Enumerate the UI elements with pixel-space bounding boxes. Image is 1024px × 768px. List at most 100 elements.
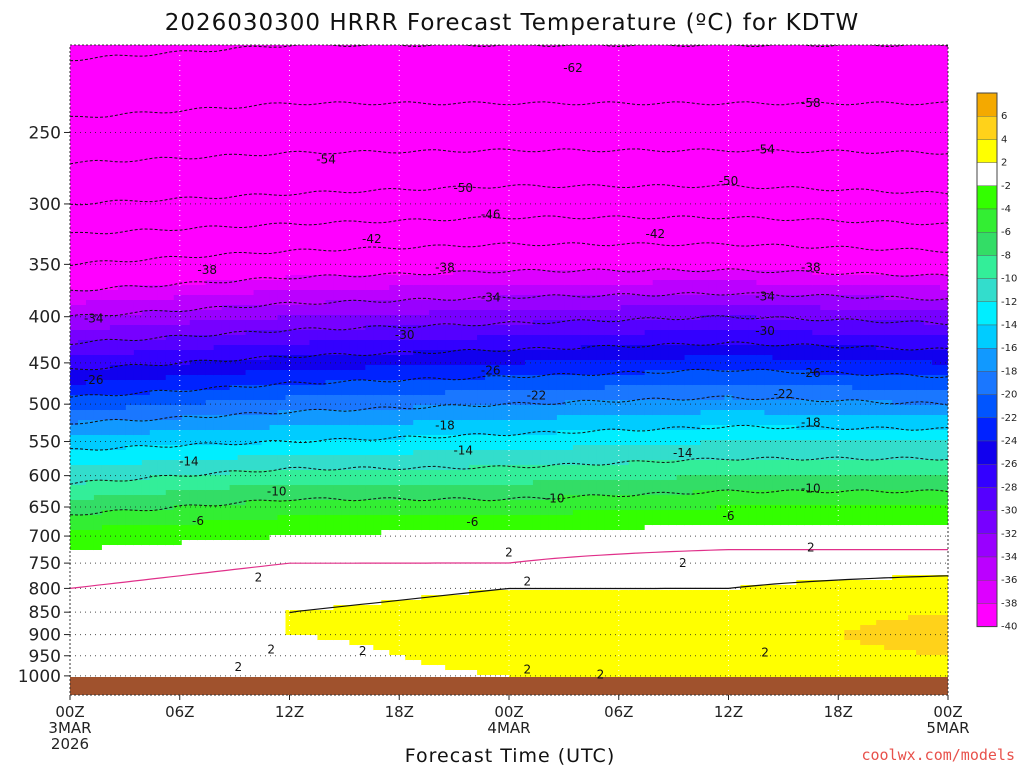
colorbar-swatch bbox=[976, 115, 998, 140]
x-tick-label: 2026 bbox=[51, 735, 89, 753]
contour-label-text: -30 bbox=[755, 324, 775, 338]
contour-label-text: -38 bbox=[435, 261, 455, 275]
ground-surface bbox=[70, 677, 948, 695]
contour-label-text: -14 bbox=[179, 455, 199, 469]
contour-label: -22 bbox=[774, 387, 794, 401]
isotherm-line bbox=[70, 456, 948, 485]
colorbar-swatch bbox=[976, 580, 998, 604]
colorbar-swatch bbox=[976, 255, 998, 279]
colorbar-label: -18 bbox=[1001, 366, 1017, 377]
colorbar-label: 6 bbox=[1001, 111, 1007, 122]
colorbar-swatch bbox=[976, 440, 998, 465]
contour-label: -54 bbox=[316, 153, 336, 167]
contour-label-text: -62 bbox=[563, 61, 583, 75]
y-tick-label: 350 bbox=[29, 255, 61, 275]
colorbar-label: -24 bbox=[1001, 436, 1017, 447]
y-tick-label: 650 bbox=[29, 498, 61, 518]
colorbar-swatch bbox=[976, 556, 998, 581]
colorbar-label: -22 bbox=[1001, 413, 1017, 424]
contour-label: -38 bbox=[197, 263, 217, 277]
contour-label-text: 2 bbox=[597, 667, 605, 681]
contour-label-text: -10 bbox=[801, 481, 821, 495]
contour-label-text: 2 bbox=[267, 643, 275, 657]
colorbar-swatch bbox=[976, 92, 998, 117]
y-tick-label: 600 bbox=[29, 467, 61, 487]
colorbar-swatch bbox=[976, 324, 998, 349]
contour-labels: -62-58-54-54-50 -50-46-42 -42-38 -38 -38-34-… bbox=[84, 61, 821, 681]
contour-label: -18 bbox=[801, 416, 821, 430]
contour-label: 2 bbox=[359, 644, 367, 658]
contour-label: 2 bbox=[679, 556, 687, 570]
x-tick-label: 00Z bbox=[494, 703, 523, 721]
contour-label-text: -34 bbox=[755, 290, 775, 304]
chart-title: 2026030300 HRRR Forecast Temperature (ºC… bbox=[165, 10, 860, 36]
contour-label: -14 bbox=[453, 444, 473, 458]
colorbar-swatch bbox=[976, 301, 998, 326]
y-tick-label: 450 bbox=[29, 354, 61, 374]
isotherm-line bbox=[70, 395, 948, 425]
contour-label-text: -50 bbox=[453, 181, 473, 195]
colorbar-label: -4 bbox=[1001, 204, 1011, 215]
y-tick-label: 700 bbox=[29, 527, 61, 547]
y-tick-label: 300 bbox=[29, 195, 61, 215]
x-tick-label: 06Z bbox=[165, 703, 194, 721]
contour-label: -6 bbox=[723, 509, 735, 523]
y-tick-label: 250 bbox=[29, 123, 61, 143]
colorbar-label: -14 bbox=[1001, 320, 1017, 331]
isotherm-line bbox=[70, 215, 948, 235]
contour-label: -34 bbox=[481, 291, 501, 305]
colorbar-swatch bbox=[976, 603, 998, 627]
colorbar-label: -12 bbox=[1001, 297, 1017, 308]
colorbar-swatch bbox=[976, 185, 998, 210]
x-tick-label: 18Z bbox=[824, 703, 853, 721]
colorbar-label: 4 bbox=[1001, 134, 1007, 145]
contour-label: 2 bbox=[597, 667, 605, 681]
x-tick-label: 5MAR bbox=[926, 719, 969, 737]
contour-label-text: 2 bbox=[679, 556, 687, 570]
colorbar: 6 4 2 -2 -4 -6 -8 -10 -12 -14 -16 -18 -20 -22 -24 -26 -2… bbox=[976, 92, 1017, 633]
contour-label: -58 bbox=[801, 96, 821, 110]
isotherm-line bbox=[70, 291, 948, 317]
isotherm-line bbox=[70, 184, 948, 206]
colorbar-label: -30 bbox=[1001, 506, 1017, 517]
contour-label: 2 bbox=[505, 546, 513, 560]
contour-label-text: -22 bbox=[774, 387, 794, 401]
colorbar-label: -6 bbox=[1001, 227, 1011, 238]
contour-label: -62 bbox=[563, 61, 583, 75]
y-tick-label: 800 bbox=[29, 579, 61, 599]
contour-label: -34 bbox=[84, 312, 104, 326]
credit-link[interactable]: coolwx.com/models bbox=[861, 746, 1015, 764]
x-tick-label: 00Z bbox=[55, 703, 84, 721]
colorbar-label: 2 bbox=[1001, 158, 1007, 169]
contour-label: 2 bbox=[523, 574, 531, 588]
contour-label-text: -38 bbox=[801, 261, 821, 275]
contour-label-text: -18 bbox=[435, 419, 455, 433]
contour-label: -10 bbox=[801, 481, 821, 495]
y-tick-label: 400 bbox=[29, 308, 61, 328]
contour-label: -6 bbox=[466, 515, 478, 529]
contour-label: 2 bbox=[807, 541, 815, 555]
contour-label-text: -10 bbox=[267, 485, 287, 499]
contour-label: -30 bbox=[755, 324, 775, 338]
colorbar-label: -38 bbox=[1001, 598, 1017, 609]
contour-label-text: 2 bbox=[505, 546, 513, 560]
y-tick-label: 950 bbox=[29, 647, 61, 667]
contour-label: -26 bbox=[801, 366, 821, 380]
contour-label: -50 bbox=[719, 174, 739, 188]
isotherm-line bbox=[70, 424, 948, 451]
colorbar-label: -40 bbox=[1001, 622, 1017, 633]
x-tick-label: 12Z bbox=[714, 703, 743, 721]
colorbar-swatch bbox=[976, 417, 998, 442]
contour-label: -14 bbox=[179, 455, 199, 469]
contour-label: 2 bbox=[267, 643, 275, 657]
colorbar-label: -16 bbox=[1001, 343, 1017, 354]
contour-label: -42 bbox=[646, 227, 666, 241]
contour-label: -38 bbox=[801, 261, 821, 275]
contour-label-text: -14 bbox=[673, 446, 693, 460]
contour-label-text: 2 bbox=[761, 645, 769, 659]
colorbar-swatch bbox=[976, 464, 998, 488]
contour-label-text: 2 bbox=[359, 644, 367, 658]
colorbar-swatch bbox=[976, 162, 998, 187]
colorbar-label: -28 bbox=[1001, 482, 1017, 493]
x-tick-label: 12Z bbox=[275, 703, 304, 721]
